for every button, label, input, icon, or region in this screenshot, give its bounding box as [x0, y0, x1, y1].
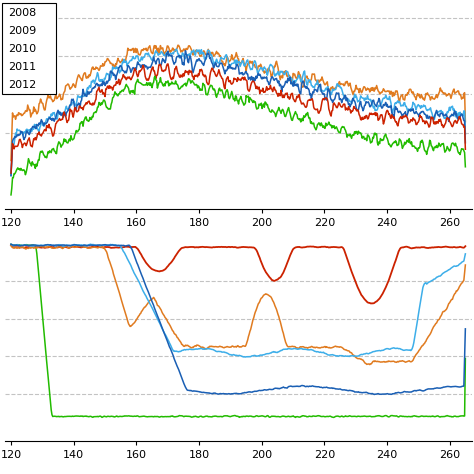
Text: 2009: 2009: [9, 26, 36, 36]
Text: 2012: 2012: [9, 80, 36, 90]
Text: 2008: 2008: [9, 8, 36, 18]
Text: 2011: 2011: [9, 62, 36, 72]
Text: 2010: 2010: [9, 44, 36, 54]
FancyBboxPatch shape: [2, 3, 56, 94]
